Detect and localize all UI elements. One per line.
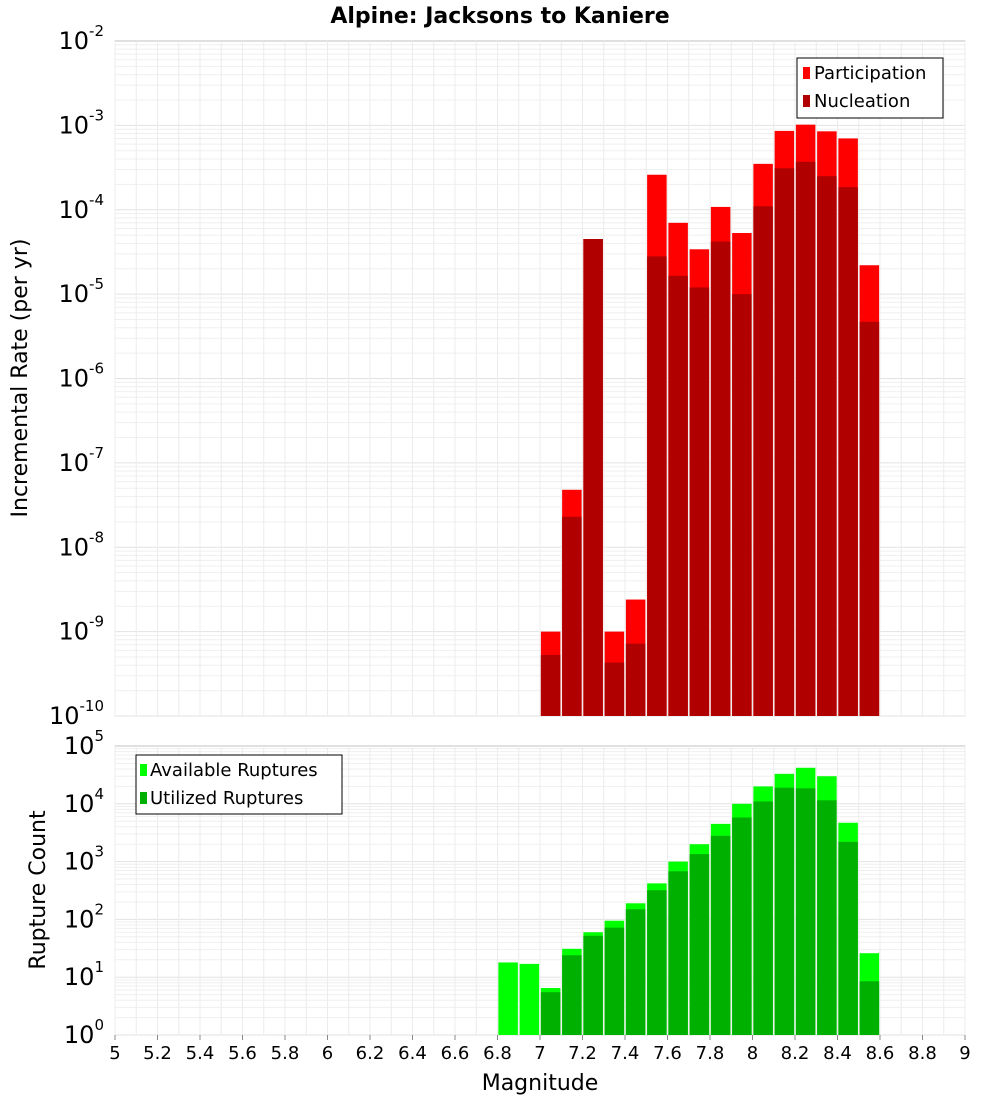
rate-nucleation-bar [668, 275, 688, 716]
x-tick-label: 6.4 [398, 1043, 427, 1064]
rate-y-tick-label: 10-10 [49, 697, 104, 730]
available-ruptures-legend-swatch [140, 764, 147, 776]
x-ticks: 5 5.2 5.4 5.6 5.8 6 6.2 6.4 6.6 6.8 7 7.2 7.4 7.6 7.8 8… [109, 1035, 971, 1064]
x-tick-label: 5.2 [143, 1043, 172, 1064]
count-available-ruptures-bar [498, 962, 518, 1035]
x-tick-label: 8.6 [866, 1043, 895, 1064]
count-utilized-ruptures-bar [604, 927, 625, 1035]
x-tick-label: 9 [959, 1043, 970, 1064]
count-utilized-ruptures-bar [774, 787, 795, 1035]
x-tick-label: 7.8 [696, 1043, 725, 1064]
x-tick-label: 7.4 [611, 1043, 640, 1064]
rate-y-tick-label: 10-4 [58, 191, 104, 224]
count-utilized-ruptures-bar [540, 992, 561, 1035]
x-tick-label: 5.6 [228, 1043, 257, 1064]
rate-nucleation-bar [562, 516, 582, 716]
x-tick-label: 7.6 [653, 1043, 682, 1064]
rate-y-tick-label: 10-5 [58, 275, 104, 308]
count-utilized-ruptures-bar [668, 871, 688, 1035]
rate-nucleation-bar [859, 321, 880, 716]
count-utilized-ruptures-bar [859, 981, 880, 1035]
bottom-y-ticks: 100 101 102 103 104 105 [64, 727, 104, 1049]
x-tick-label: 5.8 [271, 1043, 300, 1064]
x-axis-label: Magnitude [482, 1071, 599, 1096]
top-y-axis-label: Incremental Rate (per yr) [8, 239, 33, 518]
x-tick-label: 8.4 [823, 1043, 852, 1064]
rate-y-tick-label: 10-9 [58, 613, 104, 646]
chart-title: Alpine: Jacksons to Kaniere [330, 4, 669, 29]
count-utilized-ruptures-bar [647, 890, 667, 1035]
x-tick-label: 7.2 [568, 1043, 597, 1064]
top-panel: 10-10 10-9 10-8 10-7 10-6 10-5 10-4 10-3 10-2 In… [8, 22, 966, 730]
nucleation-legend-label: Nucleation [814, 91, 910, 112]
rate-nucleation-bar [689, 287, 710, 716]
x-tick-label: 6.6 [441, 1043, 470, 1064]
nucleation-legend-swatch [803, 95, 810, 107]
bottom-legend: Available Ruptures Utilized Ruptures [135, 754, 343, 815]
rate-nucleation-bar [795, 161, 816, 716]
rate-y-tick-label: 10-6 [58, 360, 104, 393]
rate-y-tick-label: 10-8 [58, 528, 104, 561]
x-tick-label: 6 [322, 1043, 333, 1064]
count-utilized-ruptures-bar [625, 909, 646, 1035]
count-utilized-ruptures-bar [817, 800, 837, 1035]
x-tick-label: 8.2 [781, 1043, 810, 1064]
utilized-ruptures-legend-label: Utilized Ruptures [150, 788, 303, 809]
rate-nucleation-bar [540, 654, 561, 716]
rate-nucleation-bar [604, 662, 625, 716]
rate-nucleation-bar [583, 239, 603, 716]
rate-nucleation-bar [647, 256, 667, 716]
participation-legend-label: Participation [814, 63, 926, 84]
rate-nucleation-bar [710, 241, 731, 717]
count-y-tick-label: 101 [64, 958, 104, 991]
rate-nucleation-bar [625, 643, 646, 716]
x-tick-label: 8 [747, 1043, 758, 1064]
utilized-ruptures-legend-swatch [140, 792, 147, 804]
bottom-y-axis-label: Rupture Count [26, 810, 51, 970]
x-tick-label: 5.4 [186, 1043, 215, 1064]
rate-nucleation-bar [817, 176, 837, 716]
rate-nucleation-bar [732, 294, 752, 716]
count-utilized-ruptures-bar [795, 788, 816, 1035]
count-y-tick-label: 102 [64, 900, 104, 933]
top-bars [540, 124, 880, 717]
rate-y-tick-label: 10-2 [58, 22, 104, 55]
available-ruptures-legend-label: Available Ruptures [150, 760, 318, 781]
x-tick-label: 5 [109, 1043, 120, 1064]
bottom-bars [498, 767, 880, 1035]
rate-y-tick-label: 10-7 [58, 444, 104, 477]
count-utilized-ruptures-bar [583, 935, 603, 1035]
count-utilized-ruptures-bar [562, 955, 582, 1035]
rate-y-tick-label: 10-3 [58, 106, 104, 139]
top-grid [114, 41, 966, 717]
rate-nucleation-bar [774, 168, 795, 716]
x-tick-label: 6.8 [483, 1043, 512, 1064]
participation-legend-swatch [803, 67, 810, 79]
rate-nucleation-bar [838, 187, 858, 716]
count-available-ruptures-bar [519, 963, 540, 1035]
count-utilized-ruptures-bar [710, 835, 731, 1035]
count-utilized-ruptures-bar [732, 817, 752, 1035]
count-y-tick-label: 104 [64, 785, 104, 818]
x-tick-label: 8.8 [908, 1043, 937, 1064]
bottom-legend-box [135, 754, 343, 815]
bottom-panel: 100 101 102 103 104 105 5 5.2 5.4 5.6 5.8 6 6.2 6.4 6… [26, 727, 971, 1096]
count-y-tick-label: 105 [64, 727, 104, 760]
count-utilized-ruptures-bar [838, 841, 858, 1035]
count-utilized-ruptures-bar [753, 801, 773, 1035]
count-utilized-ruptures-bar [689, 854, 710, 1035]
count-y-tick-label: 103 [64, 843, 104, 876]
rate-nucleation-bar [753, 206, 773, 716]
top-legend: Participation Nucleation [796, 57, 944, 119]
top-legend-box [796, 57, 944, 119]
count-y-tick-label: 100 [64, 1016, 104, 1049]
x-tick-label: 6.2 [356, 1043, 385, 1064]
x-tick-label: 7 [534, 1043, 545, 1064]
top-y-ticks: 10-10 10-9 10-8 10-7 10-6 10-5 10-4 10-3 10-2 [49, 22, 104, 730]
